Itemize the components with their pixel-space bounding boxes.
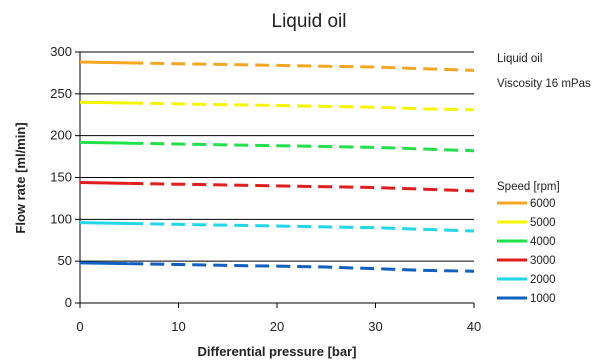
legend-label: 2000	[530, 274, 556, 286]
series-line-solid	[79, 181, 130, 185]
annotation-line-2: Viscosity 16 mPas	[497, 78, 591, 90]
y-tick-label: 300	[50, 44, 72, 59]
series-6000	[79, 60, 475, 72]
series-line-dashed	[129, 222, 475, 233]
legend: 6000 5000 4000 3000 2000 1000	[497, 198, 556, 305]
series-4000	[79, 140, 475, 153]
y-ticks: 0 50 100 150 200 250 300	[50, 44, 80, 310]
legend-label: 6000	[530, 198, 556, 210]
series-line-solid	[79, 60, 130, 65]
legend-label: 3000	[530, 255, 556, 267]
series-line-solid	[79, 100, 130, 105]
grid	[80, 51, 474, 262]
y-tick-label: 50	[58, 253, 72, 268]
series-line-dashed	[129, 61, 475, 72]
y-tick-label: 200	[50, 128, 72, 143]
x-tick-label: 20	[270, 319, 284, 334]
series-group	[79, 60, 475, 273]
x-axis-label: Differential pressure [bar]	[198, 344, 357, 359]
y-axis-label: Flow rate [ml/min]	[13, 122, 28, 233]
series-3000	[79, 181, 475, 193]
annotation-line-1: Liquid oil	[497, 53, 542, 65]
x-ticks: 0 10 20 30 40	[76, 303, 481, 334]
y-tick-label: 0	[65, 295, 72, 310]
x-tick-label: 0	[76, 319, 83, 334]
legend-label: 5000	[530, 217, 556, 229]
legend-label: 4000	[530, 236, 556, 248]
legend-label: 1000	[530, 293, 556, 305]
x-tick-label: 30	[368, 319, 382, 334]
series-line-dashed	[129, 181, 475, 193]
series-line-solid	[79, 261, 130, 266]
y-tick-label: 150	[50, 170, 72, 185]
series-line-dashed	[129, 262, 475, 273]
x-tick-label: 40	[467, 319, 481, 334]
series-line-solid	[79, 221, 130, 226]
y-tick-label: 100	[50, 211, 72, 226]
series-2000	[79, 221, 475, 233]
legend-title: Speed [rpm]	[497, 181, 560, 193]
series-line-solid	[79, 140, 130, 145]
series-1000	[79, 261, 475, 273]
chart-title: Liquid oil	[272, 11, 347, 32]
x-tick-label: 10	[171, 319, 185, 334]
series-5000	[79, 100, 475, 112]
series-line-dashed	[129, 141, 475, 153]
series-line-dashed	[129, 101, 475, 112]
y-tick-label: 250	[50, 86, 72, 101]
